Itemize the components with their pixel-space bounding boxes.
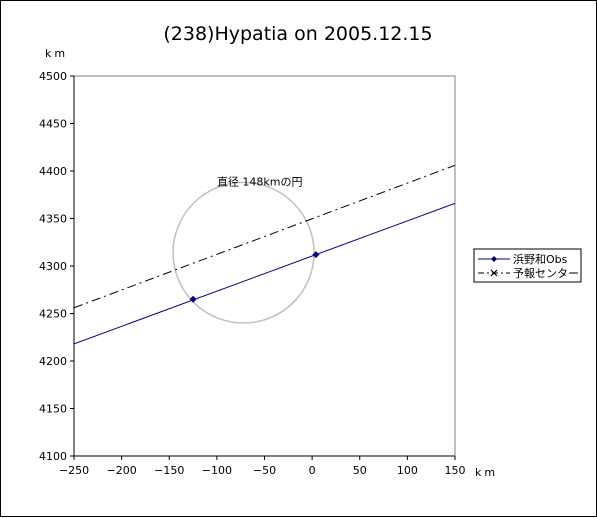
y-axis: 4100 4150 4200 4250 4300 4350 4400 4450 4500 bbox=[39, 70, 75, 463]
observation-point bbox=[312, 251, 320, 259]
x-tick-label: 100 bbox=[397, 464, 418, 477]
plot-border bbox=[73, 75, 456, 457]
y-tick-label: 4400 bbox=[39, 165, 67, 178]
circle-annotation: 直径 148kmの円 bbox=[217, 174, 303, 188]
legend-label: 浜野和Obs bbox=[513, 253, 568, 266]
y-tick-label: 4350 bbox=[39, 213, 67, 226]
plot-area bbox=[73, 75, 456, 457]
x-tick-label: −200 bbox=[107, 464, 137, 477]
legend-label: 予報センター bbox=[513, 267, 579, 280]
x-axis-label: km bbox=[475, 466, 498, 479]
observation-point bbox=[189, 295, 197, 303]
x-tick-label: 50 bbox=[353, 464, 367, 477]
y-axis-label: km bbox=[45, 47, 68, 60]
y-tick-label: 4500 bbox=[39, 70, 67, 83]
x-tick-label: 150 bbox=[445, 464, 466, 477]
legend-box bbox=[473, 248, 582, 283]
series-layer bbox=[74, 164, 455, 345]
y-tick-label: 4150 bbox=[39, 403, 67, 416]
y-tick-label: 4200 bbox=[39, 355, 67, 368]
y-tick-label: 4250 bbox=[39, 308, 67, 321]
x-tick-label: −50 bbox=[253, 464, 276, 477]
y-tick-label: 4100 bbox=[39, 450, 67, 463]
x-tick-label: −250 bbox=[59, 464, 89, 477]
legend-x-marker bbox=[490, 269, 498, 277]
x-axis: −250 −200 −150 −100 −50 0 50 100 150 bbox=[59, 455, 466, 477]
legend-diamond-marker bbox=[491, 256, 497, 262]
diameter-circle bbox=[172, 181, 315, 324]
observed-chord-line bbox=[74, 202, 455, 345]
y-tick-label: 4450 bbox=[39, 118, 67, 131]
x-tick-label: 0 bbox=[309, 464, 316, 477]
y-tick-label: 4300 bbox=[39, 260, 67, 273]
chart-title: (238)Hypatia on 2005.12.15 bbox=[163, 23, 432, 45]
x-tick-label: −150 bbox=[154, 464, 184, 477]
x-tick-label: −100 bbox=[202, 464, 232, 477]
predicted-path-line bbox=[74, 164, 455, 309]
